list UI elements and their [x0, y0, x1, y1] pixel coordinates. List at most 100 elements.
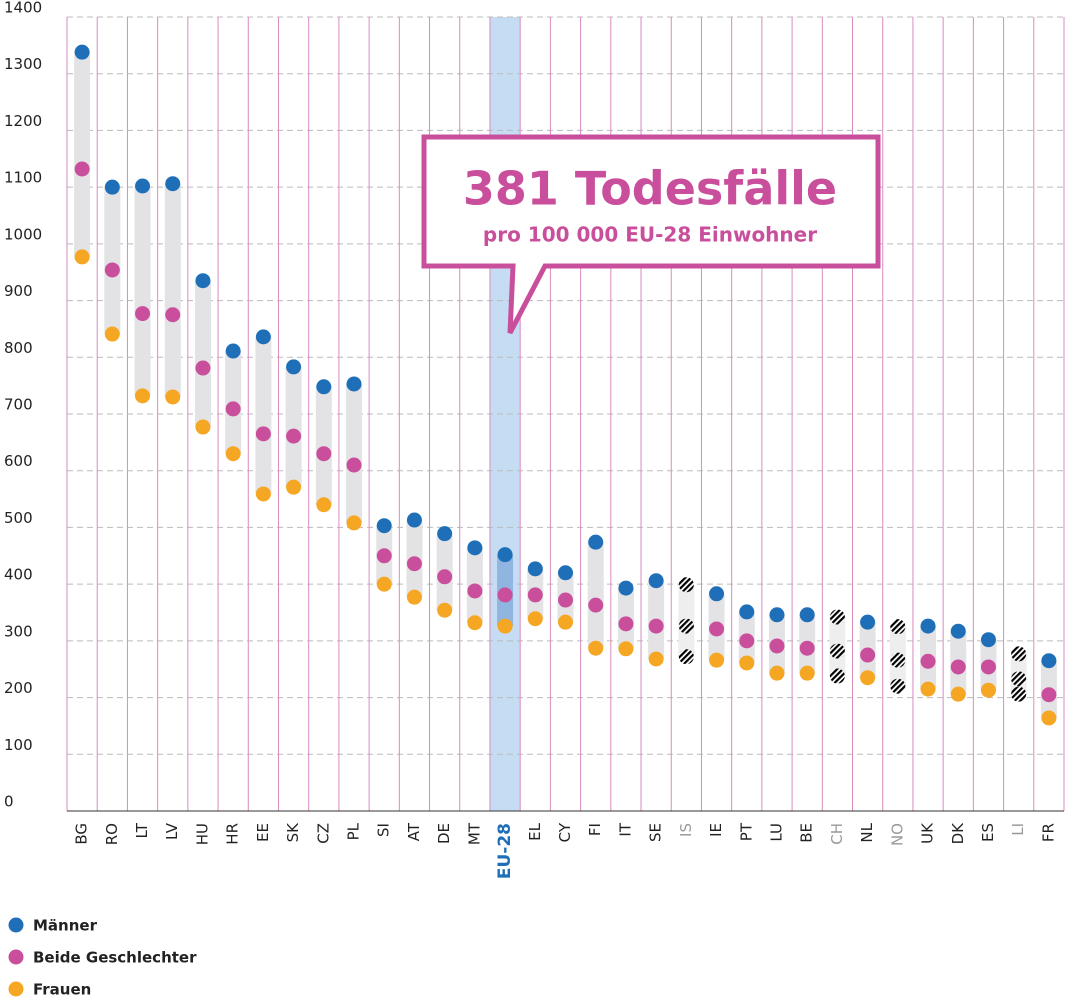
- dot: [74, 44, 90, 60]
- legend-label: Frauen: [33, 981, 91, 998]
- range-bar: [285, 366, 302, 488]
- y-tick-label: 1000: [4, 225, 42, 243]
- dot: [195, 360, 211, 376]
- dot: [980, 682, 996, 698]
- range-bar: [346, 383, 363, 523]
- dot: [950, 686, 966, 702]
- dot: [527, 611, 543, 627]
- dot: [1041, 687, 1057, 703]
- y-tick-label: 100: [4, 736, 33, 754]
- x-tick-label: RO: [103, 823, 121, 845]
- legend-swatch: [8, 981, 24, 997]
- dot: [558, 592, 573, 608]
- dot: [1041, 710, 1057, 726]
- range-bar: [104, 187, 121, 335]
- dot: [709, 621, 725, 637]
- dot: [980, 659, 996, 675]
- dot: [588, 534, 604, 550]
- x-tick-label: UK: [919, 822, 937, 844]
- dot: [225, 401, 241, 417]
- x-tick-label: ES: [979, 823, 997, 842]
- dot: [1041, 653, 1057, 669]
- dot: [346, 457, 362, 473]
- dot: [829, 609, 845, 625]
- dot: [406, 512, 422, 528]
- dot: [558, 614, 573, 630]
- dot: [890, 678, 906, 694]
- dot: [829, 668, 845, 684]
- x-tick-label: IT: [616, 822, 634, 836]
- x-tick-label: EU-28: [495, 823, 515, 879]
- y-tick-label: 900: [4, 282, 33, 300]
- range-bar: [194, 280, 211, 428]
- dot: [437, 602, 453, 618]
- range-bar: [315, 386, 332, 505]
- dot: [588, 597, 604, 613]
- dot: [769, 638, 785, 654]
- x-tick-label: CH: [828, 823, 846, 845]
- range-bar: [587, 542, 604, 649]
- dot: [678, 618, 694, 634]
- x-tick-label: DE: [435, 823, 453, 844]
- dot: [74, 161, 90, 177]
- dot: [255, 329, 271, 345]
- x-tick-label: CZ: [314, 823, 332, 844]
- dot: [799, 607, 815, 623]
- y-tick-label: 300: [4, 622, 33, 640]
- dot: [769, 607, 785, 623]
- x-tick-label: MT: [465, 822, 483, 845]
- y-tick-label: 800: [4, 339, 33, 357]
- y-tick-label: 1100: [4, 169, 42, 187]
- dot: [860, 647, 876, 663]
- dot: [709, 586, 725, 602]
- dot: [195, 419, 211, 435]
- callout-title: 381 Todesfälle: [463, 162, 837, 216]
- dot: [678, 577, 694, 593]
- x-tick-label: DK: [949, 822, 967, 845]
- dot: [920, 618, 936, 634]
- legend-label: Männer: [33, 917, 98, 935]
- x-tick-label: HR: [224, 823, 242, 845]
- dot: [104, 179, 120, 195]
- x-tick-label: SI: [375, 823, 393, 837]
- x-tick-label: IS: [677, 823, 695, 837]
- dot: [286, 359, 302, 375]
- dot: [980, 632, 996, 648]
- x-tick-label: NO: [888, 823, 906, 846]
- dot: [920, 653, 936, 669]
- range-bar: [255, 336, 272, 494]
- dot: [165, 176, 181, 192]
- dot: [104, 326, 120, 342]
- dot: [890, 619, 906, 635]
- dot: [648, 573, 664, 589]
- dot: [860, 614, 876, 630]
- x-tick-label: LT: [133, 822, 151, 838]
- dot: [437, 526, 453, 542]
- dot: [558, 565, 573, 581]
- dot: [648, 651, 664, 667]
- dot: [255, 486, 271, 502]
- x-tick-label: BE: [798, 823, 816, 843]
- dot: [316, 497, 332, 513]
- dot: [225, 343, 241, 359]
- dot: [527, 587, 543, 603]
- dot: [135, 388, 151, 404]
- x-tick-label: SK: [284, 822, 302, 843]
- y-tick-label: 600: [4, 452, 33, 470]
- dot: [195, 273, 211, 289]
- dot: [406, 556, 422, 572]
- dot: [467, 540, 483, 556]
- y-tick-label: 1400: [4, 0, 42, 17]
- dot: [739, 604, 755, 620]
- dot: [799, 640, 815, 656]
- dot: [1011, 686, 1027, 702]
- dot: [497, 547, 513, 563]
- dot: [739, 633, 755, 649]
- dot: [316, 446, 332, 462]
- dot: [346, 376, 362, 392]
- dot: [890, 652, 906, 668]
- dot: [74, 249, 90, 265]
- dot: [135, 178, 151, 194]
- dot: [135, 306, 151, 322]
